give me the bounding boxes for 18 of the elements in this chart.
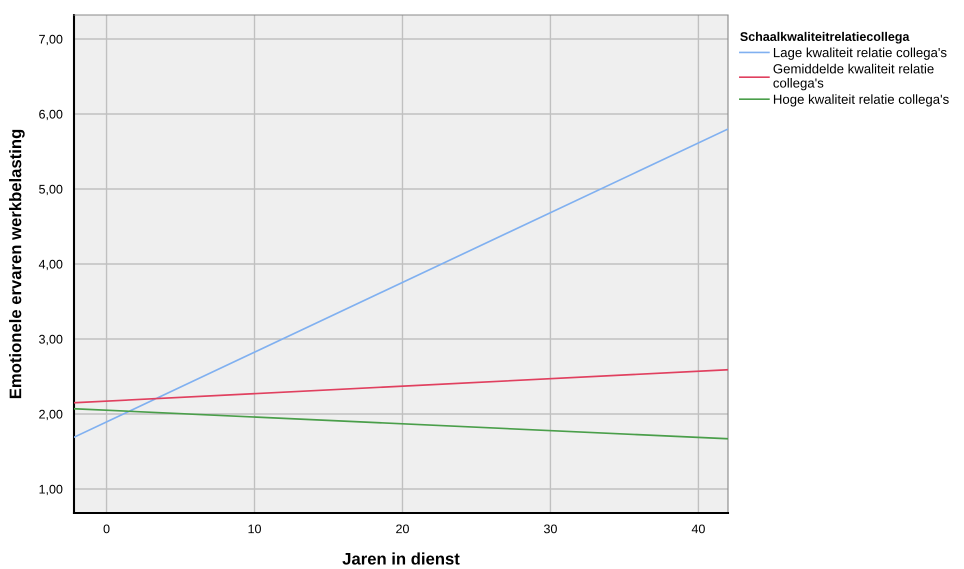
x-tick-label: 20 [396,524,409,534]
legend-label: Gemiddelde kwaliteit relatie collega's [773,64,934,90]
legend-title: Schaalkwaliteitrelatiecollega [740,32,910,44]
x-tick-label: 30 [544,524,557,534]
x-axis-title: Jaren in dienst [342,552,460,565]
y-tick-label: 6,00 [39,110,62,120]
y-tick-label: 7,00 [39,34,62,46]
y-tick-label: 2,00 [39,410,62,420]
x-tick-label: 10 [248,524,261,534]
x-tick-label: 0 [104,524,110,534]
y-axis-title: Emotionele ervaren werkbelasting [9,130,25,398]
y-tick-label: 1,00 [40,484,62,496]
x-tick-label: 40 [692,524,705,534]
y-tick-label: 3,00 [39,334,62,346]
y-tick-label: 5,00 [39,184,62,196]
legend-label: Hoge kwaliteit relatie collega's [774,94,949,107]
legend-label: Lage kwaliteit relatie collega's [774,48,947,60]
y-tick-label: 4,00 [38,260,62,270]
